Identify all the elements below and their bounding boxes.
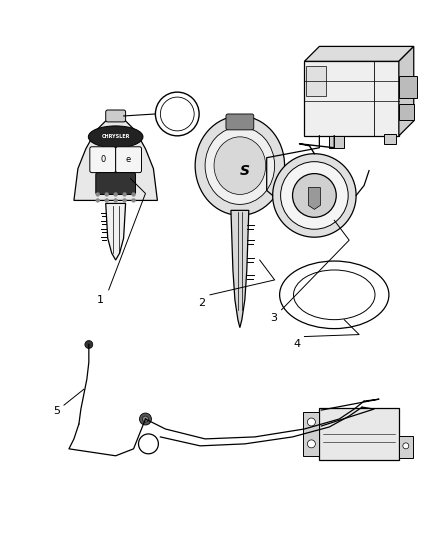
Bar	[384, 134, 396, 144]
Circle shape	[105, 193, 108, 196]
Bar	[307, 66, 326, 96]
Text: CHRYSLER: CHRYSLER	[102, 134, 130, 139]
FancyBboxPatch shape	[106, 110, 126, 122]
Circle shape	[403, 443, 409, 449]
Ellipse shape	[88, 126, 143, 148]
Circle shape	[96, 193, 99, 196]
Circle shape	[307, 440, 315, 448]
Text: 1: 1	[97, 295, 104, 305]
Circle shape	[293, 174, 336, 217]
Text: 2: 2	[198, 298, 206, 308]
Circle shape	[114, 193, 117, 196]
Bar	[319, 408, 399, 460]
Bar	[399, 436, 413, 458]
Bar	[399, 104, 414, 120]
Text: 5: 5	[53, 406, 60, 416]
Text: 3: 3	[270, 313, 277, 322]
Ellipse shape	[214, 137, 266, 195]
Ellipse shape	[205, 127, 275, 204]
Polygon shape	[231, 211, 249, 328]
Circle shape	[96, 199, 99, 202]
Text: S: S	[240, 164, 250, 177]
Circle shape	[105, 199, 108, 202]
Circle shape	[123, 193, 126, 196]
Circle shape	[142, 416, 148, 422]
Circle shape	[140, 413, 152, 425]
FancyBboxPatch shape	[226, 114, 254, 130]
Circle shape	[123, 199, 126, 202]
Circle shape	[132, 199, 135, 202]
Circle shape	[307, 418, 315, 426]
Text: e: e	[126, 155, 131, 164]
Ellipse shape	[195, 116, 285, 215]
Bar	[329, 136, 344, 148]
Polygon shape	[106, 204, 126, 260]
Text: 0: 0	[100, 155, 106, 164]
Circle shape	[132, 193, 135, 196]
Text: 4: 4	[293, 338, 300, 349]
FancyBboxPatch shape	[116, 147, 141, 173]
FancyBboxPatch shape	[96, 173, 135, 195]
Circle shape	[281, 161, 348, 229]
Polygon shape	[308, 188, 320, 209]
FancyBboxPatch shape	[90, 147, 116, 173]
Bar	[304, 412, 319, 456]
Circle shape	[85, 341, 93, 349]
Polygon shape	[304, 46, 414, 61]
Polygon shape	[74, 117, 157, 200]
Circle shape	[273, 154, 356, 237]
Bar	[304, 61, 399, 136]
Polygon shape	[399, 46, 414, 136]
Circle shape	[114, 199, 117, 202]
Bar	[399, 76, 417, 98]
